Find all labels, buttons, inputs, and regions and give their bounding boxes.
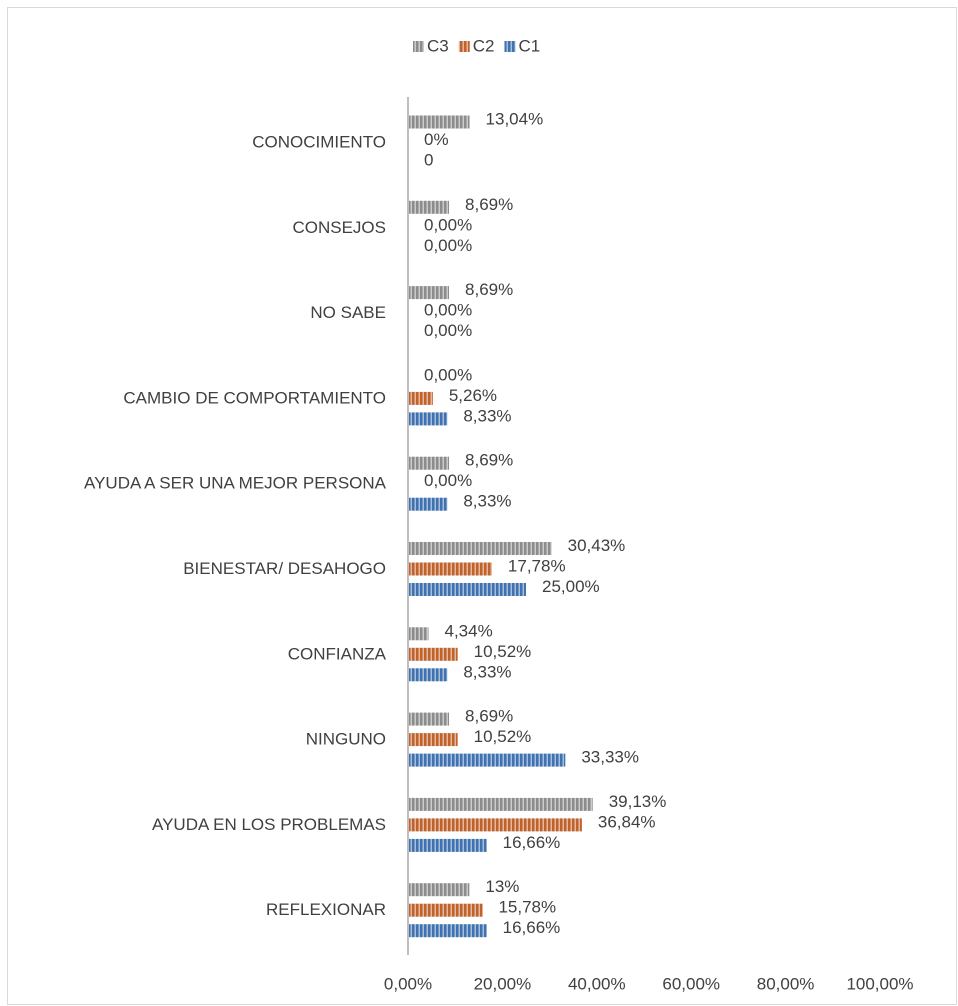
bar [408, 647, 458, 661]
value-label: 5,26% [449, 386, 497, 405]
legend-label: C3 [427, 36, 449, 55]
value-label: 0% [424, 130, 449, 149]
bar [408, 797, 593, 811]
y-tick-label: AYUDA EN LOS PROBLEMAS [152, 815, 386, 834]
value-label: 39,13% [609, 792, 667, 811]
y-tick-label: CONOCIMIENTO [252, 132, 386, 151]
bar [408, 818, 582, 832]
value-label: 33,33% [581, 748, 639, 767]
value-label: 8,33% [463, 492, 511, 511]
x-tick-label: 60,00% [662, 974, 720, 993]
chart-frame [7, 7, 957, 1005]
y-tick-label: BIENESTAR/ DESAHOGO [183, 559, 386, 578]
y-tick-label: AYUDA A SER UNA MEJOR PERSONA [84, 474, 387, 493]
y-tick-label: CONFIANZA [288, 644, 387, 663]
value-label: 16,66% [503, 918, 561, 937]
value-label: 0,00% [424, 215, 472, 234]
y-tick-label: NINGUNO [306, 730, 386, 749]
bar [408, 412, 448, 426]
legend-swatch [413, 41, 424, 52]
value-label: 8,69% [465, 707, 513, 726]
x-tick-label: 20,00% [474, 974, 532, 993]
value-label: 8,69% [465, 280, 513, 299]
value-label: 0,00% [424, 321, 472, 340]
value-label: 0,00% [424, 365, 472, 384]
x-tick-label: 80,00% [757, 974, 815, 993]
bar [408, 753, 566, 767]
bar [408, 627, 429, 641]
value-label: 4,34% [444, 621, 492, 640]
value-label: 8,33% [463, 406, 511, 425]
value-label: 16,66% [503, 833, 561, 852]
value-label: 13% [485, 877, 519, 896]
value-label: 8,69% [465, 451, 513, 470]
legend-label: C1 [518, 36, 540, 55]
bar [408, 286, 450, 300]
y-tick-label: NO SABE [310, 303, 386, 322]
value-label: 8,69% [465, 195, 513, 214]
bar [408, 391, 433, 405]
value-label: 15,78% [498, 898, 556, 917]
bar [408, 542, 552, 555]
value-label: 30,43% [568, 536, 626, 555]
legend-label: C2 [473, 36, 495, 55]
x-tick-label: 0,00% [384, 974, 432, 993]
value-label: 10,52% [474, 727, 532, 746]
x-tick-label: 100,00% [846, 974, 913, 993]
bar [408, 838, 487, 852]
value-label: 8,33% [463, 662, 511, 681]
value-label: 36,84% [598, 812, 656, 831]
bar [408, 456, 450, 470]
bar [408, 562, 492, 576]
value-label: 0,00% [424, 471, 472, 490]
value-label: 0,00% [424, 301, 472, 320]
bar [408, 583, 526, 596]
bar [408, 924, 487, 938]
bar [408, 497, 448, 511]
bar [408, 883, 470, 897]
bar [408, 115, 470, 129]
value-label: 0,00% [424, 236, 472, 255]
legend-swatch [504, 41, 516, 52]
bar [408, 668, 448, 682]
value-label: 0 [424, 150, 433, 169]
bar [408, 733, 458, 747]
bar [408, 200, 450, 214]
y-tick-label: CONSEJOS [292, 218, 386, 237]
value-label: 10,52% [474, 642, 532, 661]
value-label: 17,78% [508, 556, 566, 575]
legend-swatch [458, 41, 470, 52]
y-tick-label: CAMBIO DE COMPORTAMIENTO [123, 388, 386, 407]
x-tick-label: 40,00% [568, 974, 626, 993]
bar [408, 903, 483, 917]
value-label: 13,04% [486, 109, 544, 128]
value-label: 25,00% [542, 577, 600, 596]
y-tick-label: REFLEXIONAR [266, 900, 386, 919]
bar [408, 712, 450, 726]
